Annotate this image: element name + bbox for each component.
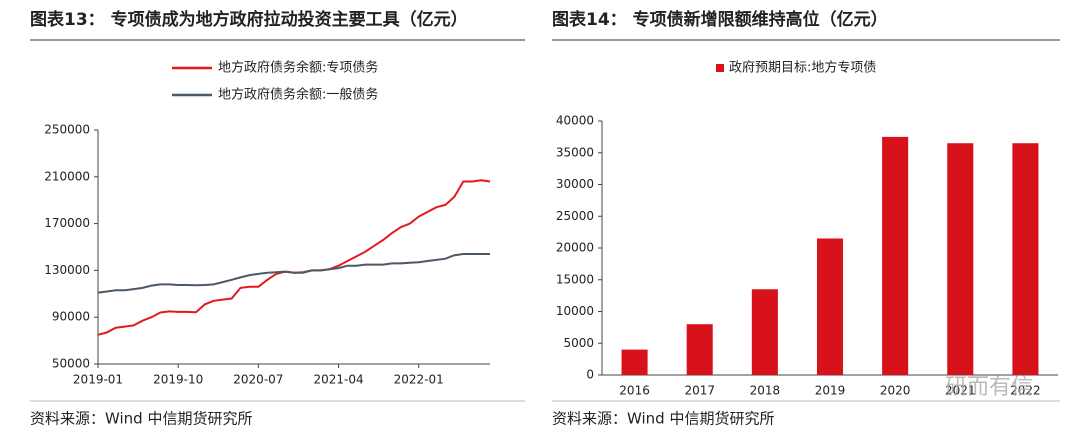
y-tick-label: 170000 bbox=[44, 216, 90, 230]
x-tick-label: 2018 bbox=[750, 384, 781, 398]
bar bbox=[621, 349, 648, 375]
bar bbox=[686, 324, 713, 375]
legend-label: 地方政府债务余额:专项债务 bbox=[218, 60, 378, 76]
x-tick-label: 2020-07 bbox=[233, 373, 283, 387]
x-tick-label: 2017 bbox=[684, 384, 715, 398]
chart-title: 图表14： 专项债新增限额维持高位（亿元） bbox=[552, 9, 888, 30]
y-tick-label: 50000 bbox=[52, 357, 90, 371]
x-tick-label: 2019 bbox=[815, 384, 846, 398]
y-tick-label: 210000 bbox=[44, 169, 90, 183]
x-tick-label: 2021-04 bbox=[313, 373, 363, 387]
legend-label: 地方政府债务余额:一般债务 bbox=[218, 87, 378, 103]
bar bbox=[947, 143, 974, 375]
bar bbox=[1012, 143, 1039, 375]
x-tick-label: 2019-10 bbox=[153, 373, 203, 387]
y-tick-label: 25000 bbox=[556, 209, 594, 223]
line-series bbox=[97, 179, 491, 336]
source-note: 资料来源：Wind 中信期货研究所 bbox=[30, 410, 252, 428]
y-tick-label: 15000 bbox=[556, 272, 594, 286]
bar bbox=[751, 289, 778, 375]
y-tick-label: 40000 bbox=[556, 114, 594, 128]
legend-label: 政府预期目标:地方专项债 bbox=[729, 60, 876, 76]
line-series bbox=[97, 253, 490, 294]
x-tick-label: 2016 bbox=[619, 384, 650, 398]
x-tick-label: 2019-01 bbox=[73, 373, 123, 387]
legend-swatch bbox=[716, 64, 724, 72]
bar bbox=[882, 136, 909, 375]
chart-title: 图表13： 专项债成为地方政府拉动投资主要工具（亿元） bbox=[30, 9, 468, 30]
source-note: 资料来源：Wind 中信期货研究所 bbox=[552, 410, 774, 428]
y-tick-label: 35000 bbox=[556, 145, 594, 159]
x-tick-label: 2022-01 bbox=[394, 373, 444, 387]
y-tick-label: 5000 bbox=[563, 336, 594, 350]
x-tick-label: 2022 bbox=[1010, 384, 1041, 398]
y-tick-label: 30000 bbox=[556, 177, 594, 191]
bar bbox=[816, 238, 844, 375]
y-tick-label: 20000 bbox=[556, 241, 594, 255]
y-tick-label: 250000 bbox=[44, 123, 90, 137]
y-tick-label: 90000 bbox=[52, 310, 90, 324]
x-tick-label: 2021 bbox=[945, 384, 976, 398]
y-tick-label: 10000 bbox=[556, 304, 594, 318]
watermark: 研而有信 bbox=[945, 375, 1033, 400]
x-tick-label: 2020 bbox=[880, 384, 911, 398]
y-tick-label: 0 bbox=[586, 368, 594, 382]
y-tick-label: 130000 bbox=[44, 263, 90, 277]
